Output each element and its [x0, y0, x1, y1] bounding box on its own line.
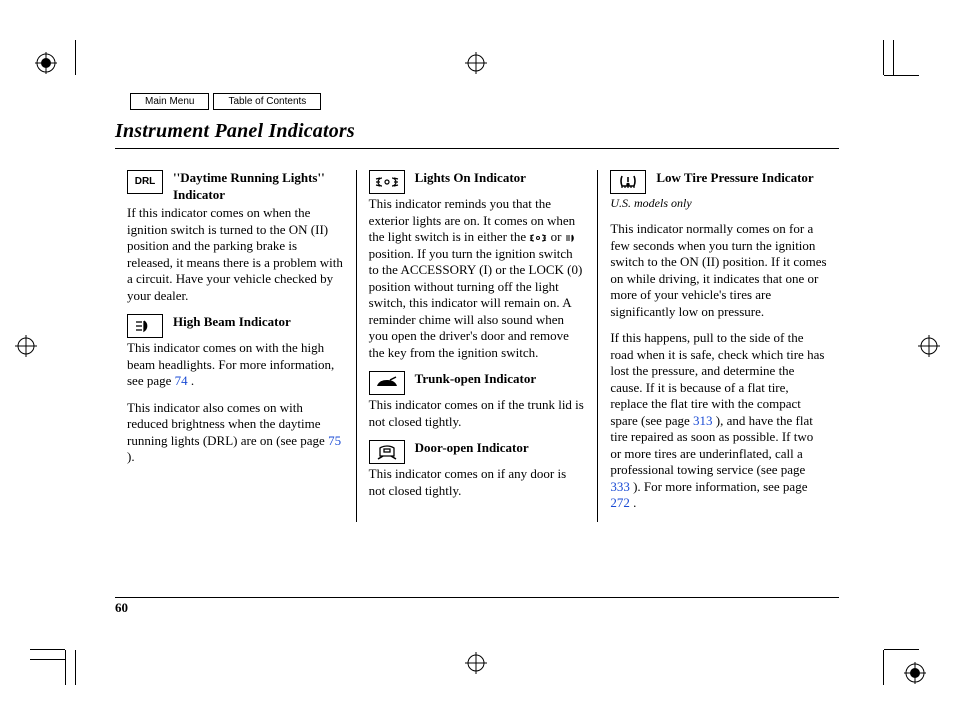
page-link-313[interactable]: 313 — [693, 413, 713, 428]
column-1: DRL ''Daytime Running Lights'' Indicator… — [115, 170, 356, 522]
lights-on-header: Lights On Indicator — [369, 170, 586, 194]
trunk-open-title: Trunk-open Indicator — [415, 371, 536, 388]
content-columns: DRL ''Daytime Running Lights'' Indicator… — [115, 170, 839, 522]
lights-on-body: This indicator reminds you that the exte… — [369, 196, 586, 361]
trunk-open-body: This indicator comes on if the trunk lid… — [369, 397, 586, 430]
tpms-body1: This indicator normally comes on for a f… — [610, 221, 827, 320]
title-rule — [115, 148, 839, 149]
parking-lights-inline-icon — [529, 229, 547, 244]
high-beam-header: High Beam Indicator — [127, 314, 344, 338]
nav-bar: Main Menu Table of Contents — [130, 93, 321, 110]
crop-mark — [884, 75, 919, 76]
high-beam-body1: This indicator comes on with the high be… — [127, 340, 344, 390]
registration-mark — [918, 335, 938, 355]
page-link-333[interactable]: 333 — [610, 479, 630, 494]
crop-mark — [75, 650, 76, 685]
registration-mark — [35, 52, 55, 72]
drl-indicator-header: DRL ''Daytime Running Lights'' Indicator — [127, 170, 344, 203]
tpms-title: Low Tire Pressure Indicator — [656, 170, 813, 187]
main-menu-button[interactable]: Main Menu — [130, 93, 209, 110]
crop-mark — [30, 649, 65, 650]
page-number: 60 — [115, 600, 128, 616]
drl-body: If this indicator comes on when the igni… — [127, 205, 344, 304]
trunk-open-header: Trunk-open Indicator — [369, 371, 586, 395]
page-link-74[interactable]: 74 — [175, 373, 188, 388]
column-2: Lights On Indicator This indicator remin… — [356, 170, 598, 522]
crop-mark — [893, 40, 894, 75]
door-open-body: This indicator comes on if any door is n… — [369, 466, 586, 499]
footer-rule — [115, 597, 839, 598]
high-beam-title: High Beam Indicator — [173, 314, 291, 331]
door-open-icon — [369, 440, 405, 464]
tpms-subnote: U.S. models only — [610, 196, 827, 211]
crop-mark — [30, 659, 65, 660]
door-open-header: Door-open Indicator — [369, 440, 586, 464]
drl-icon: DRL — [127, 170, 163, 194]
headlights-inline-icon — [565, 229, 581, 244]
registration-mark — [465, 52, 485, 72]
drl-title: ''Daytime Running Lights'' Indicator — [173, 170, 344, 203]
high-beam-icon — [127, 314, 163, 338]
crop-mark — [65, 650, 66, 685]
crop-mark — [884, 649, 919, 650]
page-title: Instrument Panel Indicators — [115, 120, 355, 143]
registration-mark — [15, 335, 35, 355]
lights-on-icon — [369, 170, 405, 194]
crop-mark — [883, 40, 884, 75]
crop-mark — [75, 40, 76, 75]
tpms-icon — [610, 170, 646, 194]
registration-mark — [904, 662, 924, 682]
high-beam-body2: This indicator also comes on with reduce… — [127, 400, 344, 466]
page-link-272[interactable]: 272 — [610, 495, 630, 510]
column-3: Low Tire Pressure Indicator U.S. models … — [597, 170, 839, 522]
lights-on-title: Lights On Indicator — [415, 170, 526, 187]
crop-mark — [883, 650, 884, 685]
trunk-open-icon — [369, 371, 405, 395]
door-open-title: Door-open Indicator — [415, 440, 529, 457]
tpms-body2: If this happens, pull to the side of the… — [610, 330, 827, 512]
page-link-75[interactable]: 75 — [328, 433, 341, 448]
registration-mark — [465, 652, 485, 672]
tpms-header: Low Tire Pressure Indicator — [610, 170, 827, 194]
toc-button[interactable]: Table of Contents — [213, 93, 321, 110]
